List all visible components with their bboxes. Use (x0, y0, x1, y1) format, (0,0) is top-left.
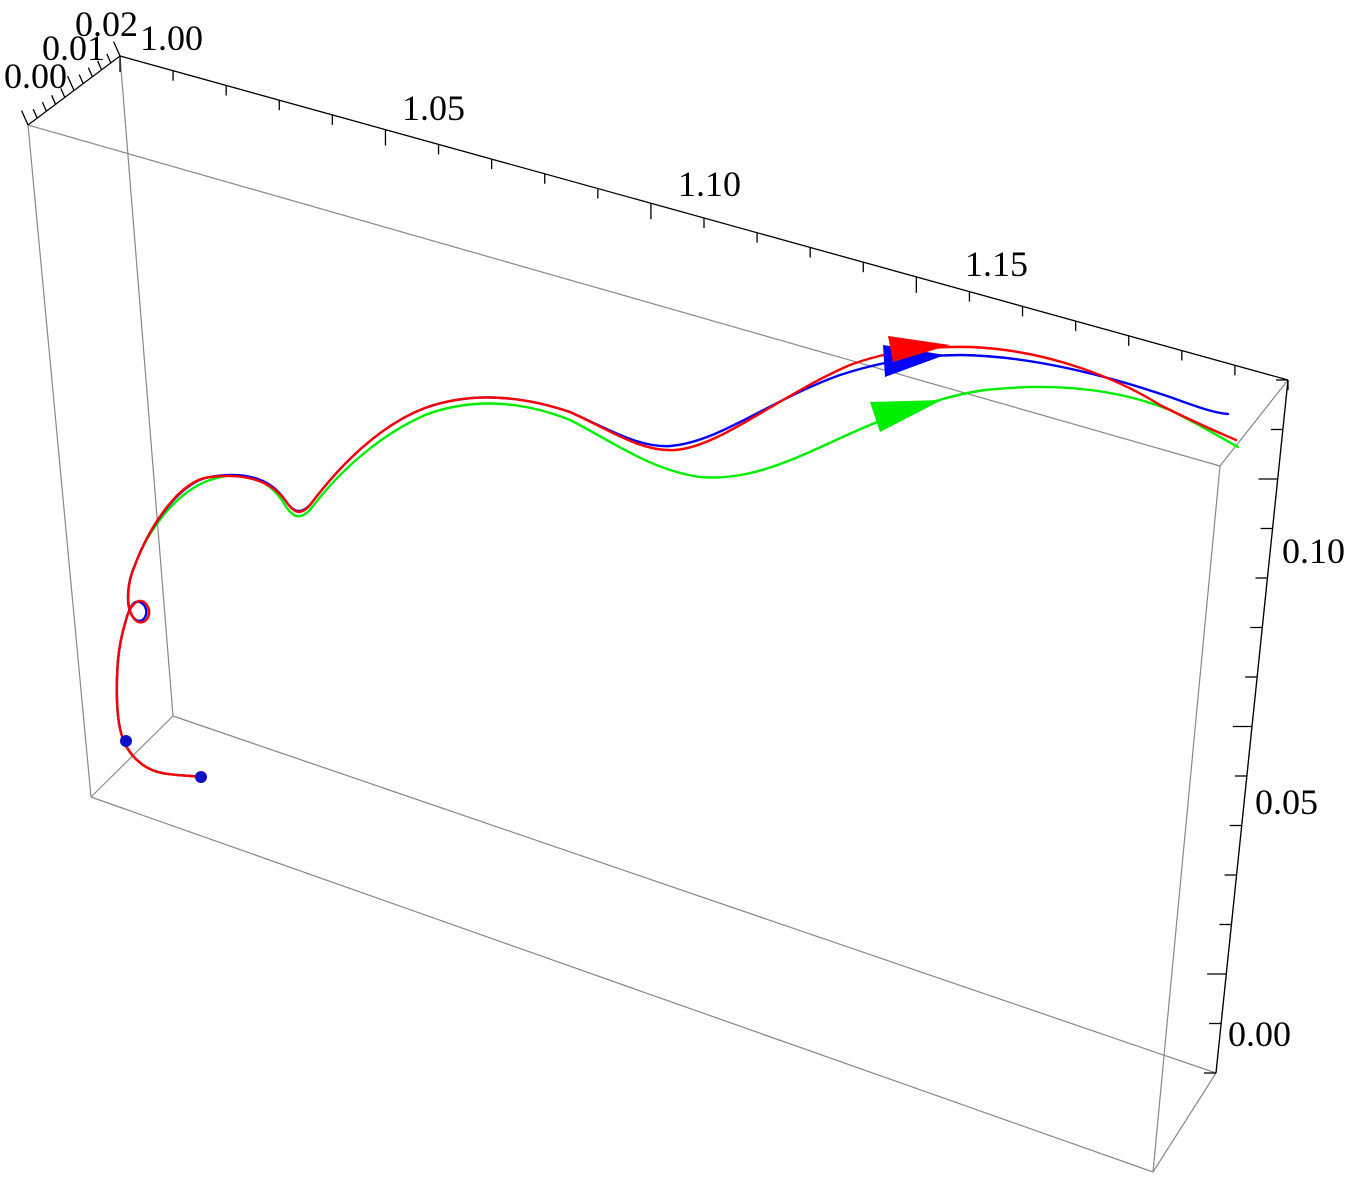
y-axis-tick (51, 95, 57, 105)
tick-labels: 1.00 1.05 1.10 1.15 0.00 0.01 0.02 0.00 … (4, 4, 1345, 1054)
axes (21, 41, 1289, 1074)
z-axis-ticks (1204, 379, 1288, 1074)
y-axis-tick (60, 88, 66, 98)
y-axis-tick (67, 75, 75, 91)
z-tick-label: 0.00 (1228, 1014, 1291, 1054)
x-axis-ticks (119, 56, 1289, 390)
start-markers (120, 735, 207, 783)
z-tick-label: 0.05 (1255, 782, 1318, 822)
y-axis-ticks (21, 41, 121, 126)
y-axis-tick (78, 74, 84, 84)
z-tick-label: 0.10 (1282, 531, 1345, 571)
x-tick-label: 1.15 (965, 244, 1028, 284)
series-blue-line (115, 353, 1230, 779)
box-bottom-front-edge (90, 796, 1154, 1173)
series-red-line (115, 345, 1238, 779)
start-marker (120, 735, 132, 747)
y-axis-tick (41, 101, 47, 112)
y-tick-label: 0.00 (4, 56, 67, 96)
box-bottom-back-edge (172, 715, 1217, 1074)
y-axis-tick (32, 108, 38, 119)
box-front-right-edge (1152, 465, 1221, 1173)
series-red-arrowhead (888, 336, 950, 362)
start-marker (195, 771, 207, 783)
y-tick-label: 0.01 (42, 28, 105, 68)
box-left-inner-vertical (119, 55, 174, 717)
box-back-left-edge (27, 124, 92, 798)
series-green-arrowhead (870, 400, 942, 432)
y-axis-tick (113, 41, 121, 57)
x-tick-label: 1.00 (140, 18, 203, 58)
box-bottom-right-edge (1152, 1072, 1217, 1173)
x-tick-label: 1.05 (402, 88, 465, 128)
y-axis-tick (106, 53, 112, 64)
y-axis-tick (87, 67, 93, 77)
y-tick-label: 0.02 (75, 4, 138, 44)
y-axis-tick (21, 110, 29, 126)
box-top-inner-edge (27, 124, 1221, 467)
x-tick-label: 1.10 (678, 164, 741, 204)
bounding-box (27, 55, 1289, 1173)
y-axis-tick (97, 60, 103, 71)
trajectories (115, 336, 1240, 779)
box-top-right-edge (1219, 379, 1289, 467)
